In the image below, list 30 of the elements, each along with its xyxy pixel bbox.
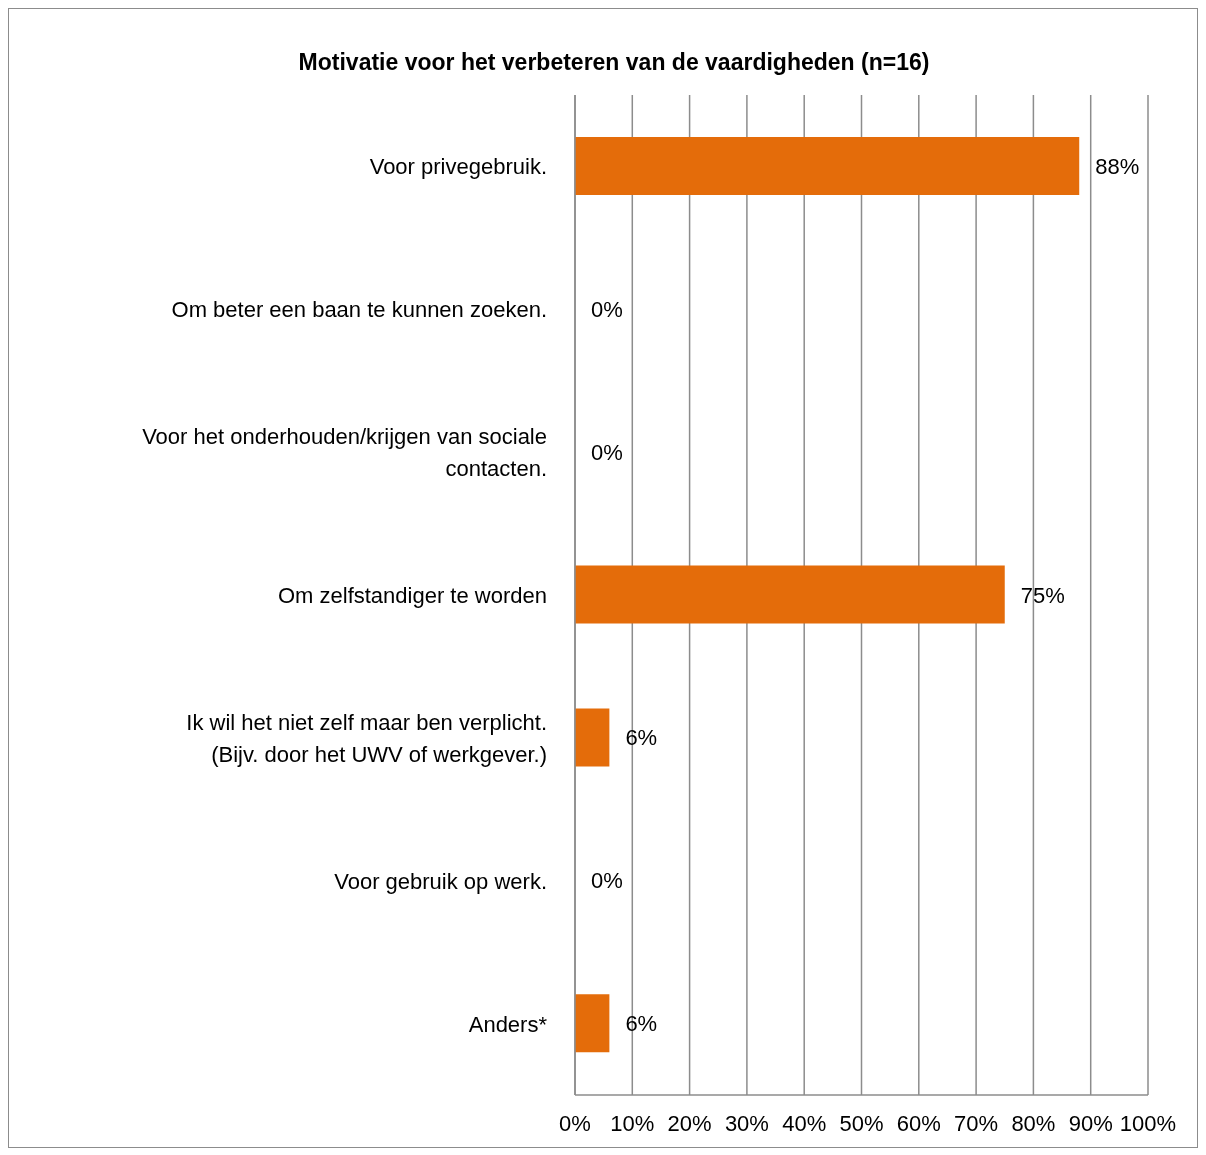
data-label: 88% (1095, 153, 1140, 179)
x-tick-label: 100% (1119, 1110, 1177, 1136)
y-tick-label: Voor het onderhouden/krijgen van sociale contacten. (142, 423, 547, 481)
data-label: 75% (1020, 582, 1065, 608)
chart-title: Motivatie voor het verbeteren van de vaardigheden (n=16) (297, 49, 931, 76)
data-label: 0% (591, 868, 623, 894)
bar (575, 708, 610, 767)
bar (575, 994, 610, 1053)
data-label: 6% (625, 1011, 658, 1037)
x-tick-label: 30% (724, 1110, 769, 1136)
y-tick-label: Ik wil het niet zelf maar ben verplicht. (Bijv. door het UWV of werkgever.) (186, 709, 547, 767)
bar (575, 137, 1080, 195)
y-tick-label: Om zelfstandiger te worden (277, 582, 547, 608)
y-tick-label: Om beter een baan te kunnen zoeken. (171, 296, 547, 322)
x-tick-label: 50% (839, 1110, 884, 1136)
x-tick-label: 20% (667, 1110, 712, 1136)
y-tick-label: Anders* (468, 1011, 548, 1037)
x-tick-label: 10% (610, 1110, 655, 1136)
x-tick-label: 70% (954, 1110, 999, 1136)
y-tick-label: Voor gebruik op werk. (334, 868, 547, 894)
y-tick-label: Voor privegebruik. (369, 153, 547, 179)
x-tick-label: 80% (1011, 1110, 1056, 1136)
data-label: 0% (591, 296, 623, 322)
bar (575, 565, 1005, 624)
x-tick-label: 90% (1068, 1110, 1113, 1136)
data-label: 6% (625, 725, 658, 751)
x-tick-label: 0% (559, 1110, 591, 1136)
x-tick-label: 40% (782, 1110, 827, 1136)
x-tick-label: 60% (896, 1110, 941, 1136)
data-label: 0% (591, 439, 623, 465)
